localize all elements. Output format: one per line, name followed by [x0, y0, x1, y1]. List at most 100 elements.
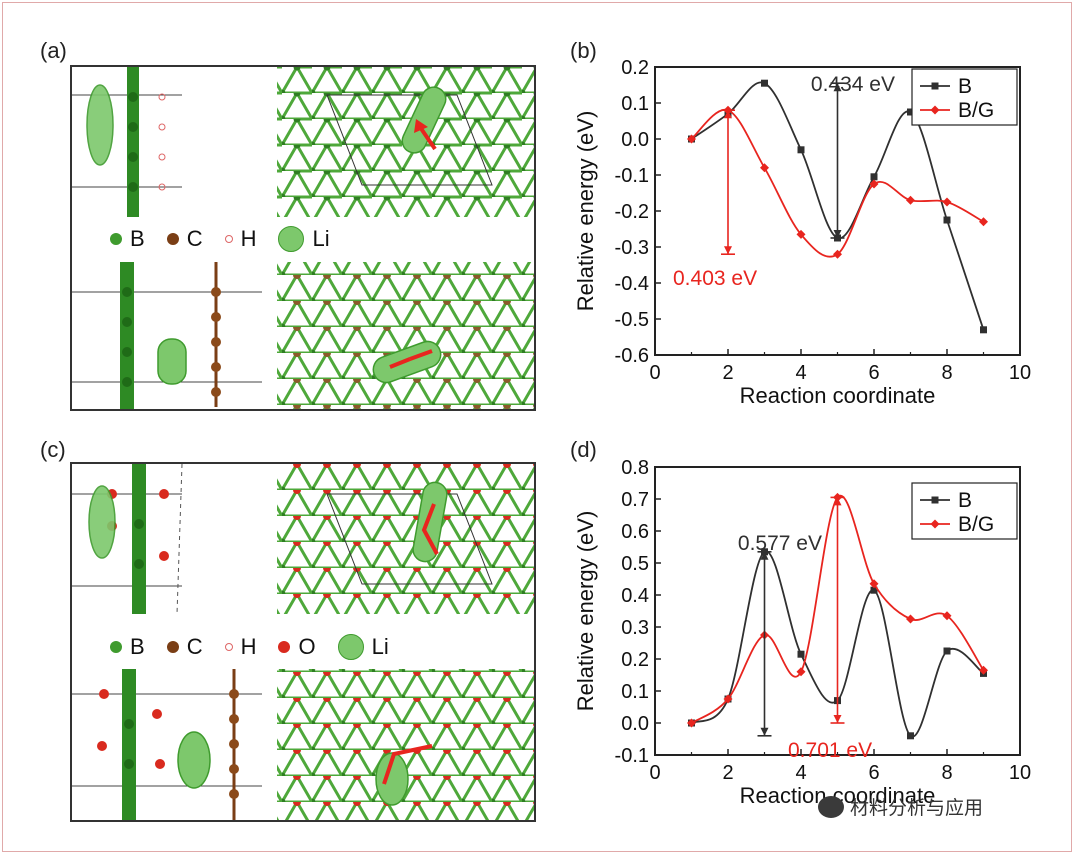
side-view-bottom-left: [72, 669, 262, 820]
li-isosurface-icon: [177, 731, 211, 789]
side-view-bottom-left: [72, 262, 262, 409]
annotation-arrow: [830, 496, 845, 724]
panel-label-a: (a): [40, 38, 67, 63]
boron-atom-icon: [110, 233, 122, 245]
atom-legend-c: B C H O Li: [110, 634, 411, 660]
y-tick-label: -0.1: [615, 745, 649, 767]
y-tick-label: 0.6: [621, 521, 649, 543]
legend-marker: [930, 519, 940, 529]
legend-marker: [930, 105, 940, 115]
y-tick-label: -0.4: [615, 273, 649, 295]
annotation-arrow: [830, 82, 845, 239]
migration-arrow-icon: [382, 744, 433, 785]
x-tick-label: 4: [795, 762, 806, 784]
data-point-b: [943, 216, 951, 224]
y-tick-label: -0.5: [615, 309, 649, 331]
y-tick-label: 0.2: [621, 649, 649, 671]
x-tick-label: 10: [1009, 362, 1031, 384]
arrow-head: [833, 83, 842, 92]
y-tick-label: 0.7: [621, 489, 649, 511]
x-tick-label: 2: [722, 762, 733, 784]
data-point-bg: [796, 229, 806, 239]
top-view-top-right: [277, 67, 534, 217]
data-point-bg: [979, 217, 988, 227]
legend-item-c: C: [166, 226, 203, 252]
annotation-label: 0.577 eV: [738, 532, 822, 555]
top-view-bottom-right: [277, 669, 534, 820]
arrow-head: [724, 110, 732, 119]
annotation-arrow: [721, 109, 735, 255]
wechat-icon: [818, 795, 844, 818]
x-tick-label: 0: [649, 362, 660, 384]
atom-legend-a: B C H Li: [110, 226, 352, 252]
legend-marker: [931, 496, 939, 504]
arrow-head: [760, 551, 769, 560]
data-point-bg: [796, 667, 806, 677]
migration-arrow-icon: [421, 503, 439, 555]
data-point-b: [870, 173, 878, 181]
legend-item-c: C: [166, 634, 203, 660]
legend-item-h: H: [224, 634, 256, 660]
arrow-head: [760, 727, 769, 736]
lithium-atom-icon: [337, 634, 364, 660]
side-view-top-left: [72, 464, 183, 615]
x-tick-label: 6: [868, 362, 879, 384]
panel-label-c: (c): [40, 437, 66, 462]
legend-item-li: Li: [278, 226, 330, 252]
y-tick-label: 0.3: [621, 617, 649, 639]
energy-profile-chart-b: 0 2 4 6 8 10 0.2 0.1 0.0 -0.1 -0.2 -0.3 -0.4 -0.5 -0.6…: [573, 57, 1031, 408]
panel-label-b: (b): [570, 38, 597, 63]
legend-item-h: H: [224, 226, 256, 252]
y-tick-label: 0.1: [621, 93, 649, 115]
y-tick-label: 0.2: [621, 57, 649, 79]
annotation-arrow: [757, 551, 772, 737]
y-tick-label: 0.4: [621, 585, 649, 607]
chart-legend: BB/G: [911, 482, 1018, 540]
y-tick-label: -0.3: [615, 237, 649, 259]
x-tick-label: 4: [795, 362, 806, 384]
x-axis-label: Reaction coordinate: [740, 383, 936, 408]
data-point-b: [907, 108, 914, 116]
x-tick-label: 8: [941, 362, 952, 384]
legend-label: B/G: [958, 513, 994, 536]
hydrogen-atom-icon: [224, 235, 233, 243]
y-tick-label: 0.0: [621, 713, 649, 735]
boron-lattice-structures-a: [72, 67, 534, 409]
li-isosurface-icon: [157, 338, 187, 385]
carbon-atom-icon: [166, 641, 179, 653]
energy-profile-chart-d: 0 2 4 6 8 10 0.8 0.7 0.6 0.5 0.4 0.3 0.2 0.1 0.0 -0.1 Re…: [573, 457, 1031, 808]
data-point-bg: [942, 611, 952, 621]
x-tick-label: 2: [722, 362, 733, 384]
y-tick-label: -0.6: [615, 345, 649, 367]
top-view-bottom-right: [277, 262, 534, 409]
chart-legend: BB/G: [911, 68, 1018, 126]
boron-lattice-structures-c: [72, 464, 534, 820]
li-isosurface-icon: [88, 485, 116, 559]
x-tick-label: 10: [1009, 762, 1031, 784]
legend-box: [911, 482, 1018, 540]
arrow-head: [724, 246, 732, 255]
y-tick-label: 0.8: [621, 457, 649, 479]
oxygen-atom-icon: [278, 641, 291, 653]
carbon-atom-icon: [166, 233, 179, 245]
boron-atom-icon: [110, 641, 122, 653]
data-point-b: [870, 586, 878, 594]
legend-label: B/G: [958, 99, 994, 122]
data-point-bg: [723, 694, 733, 704]
arrow-head: [833, 497, 842, 506]
watermark: 材料分析与应用: [818, 793, 983, 820]
hydrogen-atom-icon: [224, 643, 233, 651]
data-point-b: [980, 326, 987, 334]
data-point-bg: [760, 163, 769, 173]
structure-panel-c: [70, 462, 536, 822]
side-view-top-left: [72, 67, 182, 217]
data-point-b: [943, 647, 951, 655]
legend-item-b: B: [110, 226, 145, 252]
arrow-head: [833, 715, 842, 723]
li-isosurface-icon: [401, 86, 447, 154]
y-tick-label: 0.0: [621, 129, 649, 151]
top-view-top-right: [277, 464, 534, 614]
data-point-bg: [906, 614, 915, 624]
data-point-bg: [687, 134, 696, 144]
